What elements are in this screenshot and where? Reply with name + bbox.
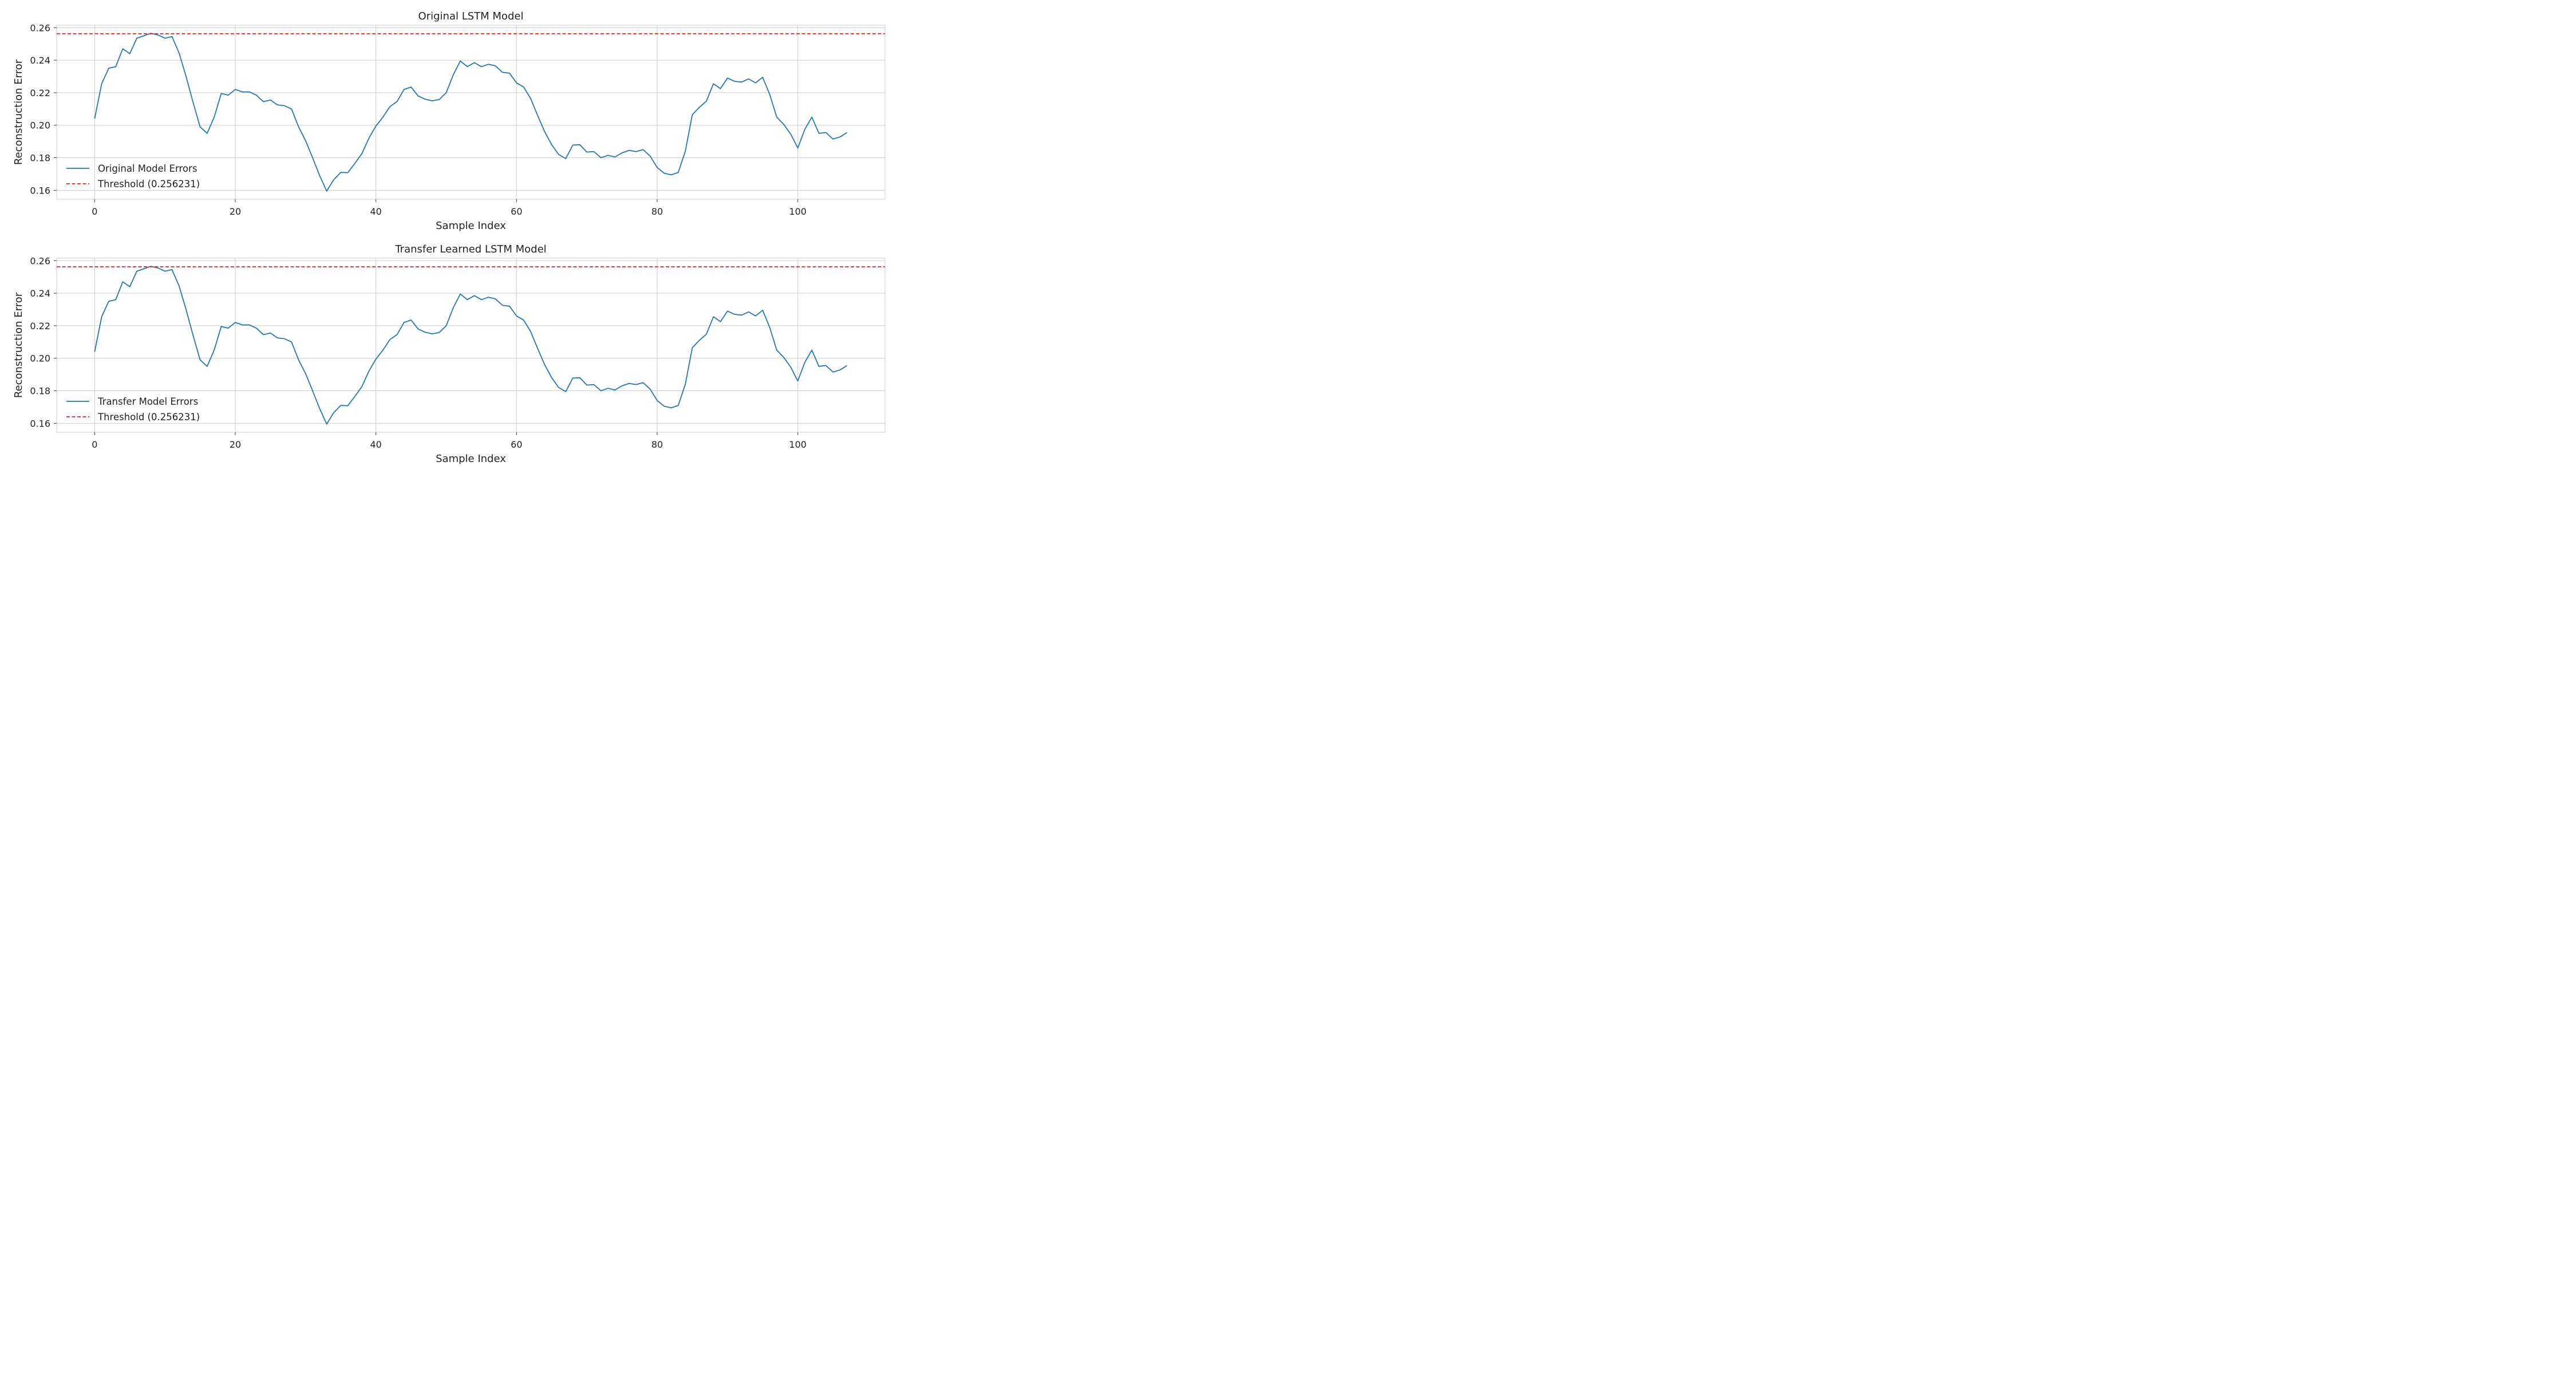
x-tick-label: 0 — [92, 206, 97, 217]
x-tick-label: 60 — [511, 439, 522, 450]
legend-label: Original Model Errors — [98, 163, 197, 174]
y-tick-label: 0.26 — [30, 255, 50, 266]
chart-panel-2: 0 20 40 60 80 100 0.16 0.18 0.20 0.22 0.24 0.26 Tran… — [13, 243, 886, 465]
chart-title: Original LSTM Model — [418, 10, 524, 22]
error-series-line — [94, 33, 848, 192]
x-axis-label: Sample Index — [436, 453, 506, 465]
y-tick-label: 0.22 — [30, 88, 50, 98]
y-tick-label: 0.24 — [30, 55, 50, 66]
x-tick-label: 80 — [651, 206, 663, 217]
x-axis-label: Sample Index — [436, 220, 506, 232]
figure: 0 20 40 60 80 100 0.16 0.18 0.20 0.22 0.24 0.26 Orig… — [13, 10, 886, 465]
y-tick-label: 0.18 — [30, 153, 50, 164]
x-tick-label: 80 — [651, 439, 663, 450]
y-tick-label: 0.18 — [30, 386, 50, 397]
x-tick-label: 0 — [92, 439, 97, 450]
y-tick-label: 0.26 — [30, 22, 50, 33]
y-tick-label: 0.24 — [30, 288, 50, 299]
y-axis-label: Reconstruction Error — [13, 59, 25, 165]
x-tick-label: 60 — [511, 206, 522, 217]
legend-label: Transfer Model Errors — [97, 396, 198, 407]
legend-label: Threshold (0.256231) — [97, 179, 200, 189]
x-tick-label: 40 — [370, 439, 381, 450]
y-tick-label: 0.16 — [30, 418, 50, 429]
x-tick-label: 100 — [789, 206, 807, 217]
y-axis-label: Reconstruction Error — [13, 292, 25, 398]
chart-panel-1: 0 20 40 60 80 100 0.16 0.18 0.20 0.22 0.24 0.26 Orig… — [13, 10, 886, 232]
y-tick-label: 0.22 — [30, 321, 50, 331]
y-tick-label: 0.20 — [30, 120, 50, 131]
x-tick-label: 20 — [230, 439, 241, 450]
legend-label: Threshold (0.256231) — [97, 412, 200, 423]
x-tick-label: 40 — [370, 206, 381, 217]
plot-area-frame — [56, 25, 886, 200]
x-tick-label: 20 — [230, 206, 241, 217]
x-tick-label: 100 — [789, 439, 807, 450]
error-series-line — [94, 266, 848, 425]
plot-area-frame — [56, 258, 886, 433]
y-tick-label: 0.20 — [30, 353, 50, 364]
y-tick-label: 0.16 — [30, 185, 50, 196]
chart-title: Transfer Learned LSTM Model — [394, 243, 546, 255]
